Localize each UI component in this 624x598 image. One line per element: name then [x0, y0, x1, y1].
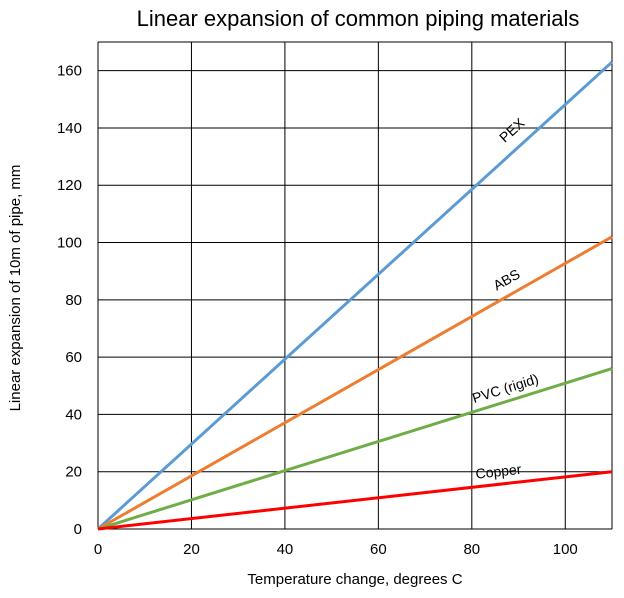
series-label-copper: Copper: [475, 461, 523, 482]
x-axis-ticks: 0 20 40 60 80 100: [94, 541, 578, 558]
x-tick-label: 20: [183, 541, 200, 558]
x-tick-label: 80: [463, 541, 480, 558]
chart-title: Linear expansion of common piping materi…: [137, 6, 580, 31]
x-tick-label: 0: [94, 541, 102, 558]
y-tick-label: 100: [57, 235, 82, 252]
y-tick-label: 60: [65, 349, 82, 366]
y-tick-label: 20: [65, 464, 82, 481]
y-tick-label: 80: [65, 292, 82, 309]
y-tick-label: 40: [65, 406, 82, 423]
series-line-copper: [97, 470, 613, 531]
y-axis-label: Linear expansion of 10m of pipe, mm: [7, 165, 24, 412]
series-line-abs: [97, 235, 613, 531]
x-tick-label: 100: [553, 541, 578, 558]
series-line-pex: [96, 60, 614, 531]
y-tick-label: 0: [74, 521, 82, 538]
y-tick-label: 120: [57, 177, 82, 194]
x-tick-label: 60: [370, 541, 387, 558]
y-tick-label: 140: [57, 120, 82, 137]
grid: [97, 41, 613, 530]
series-lines: [96, 60, 614, 531]
x-tick-label: 40: [277, 541, 294, 558]
series-line-pvc-rigid: [97, 367, 613, 531]
y-axis-ticks: 0 20 40 60 80 100 120 140 160: [57, 63, 82, 538]
y-tick-label: 160: [57, 63, 82, 80]
x-axis-label: Temperature change, degrees C: [247, 571, 462, 588]
